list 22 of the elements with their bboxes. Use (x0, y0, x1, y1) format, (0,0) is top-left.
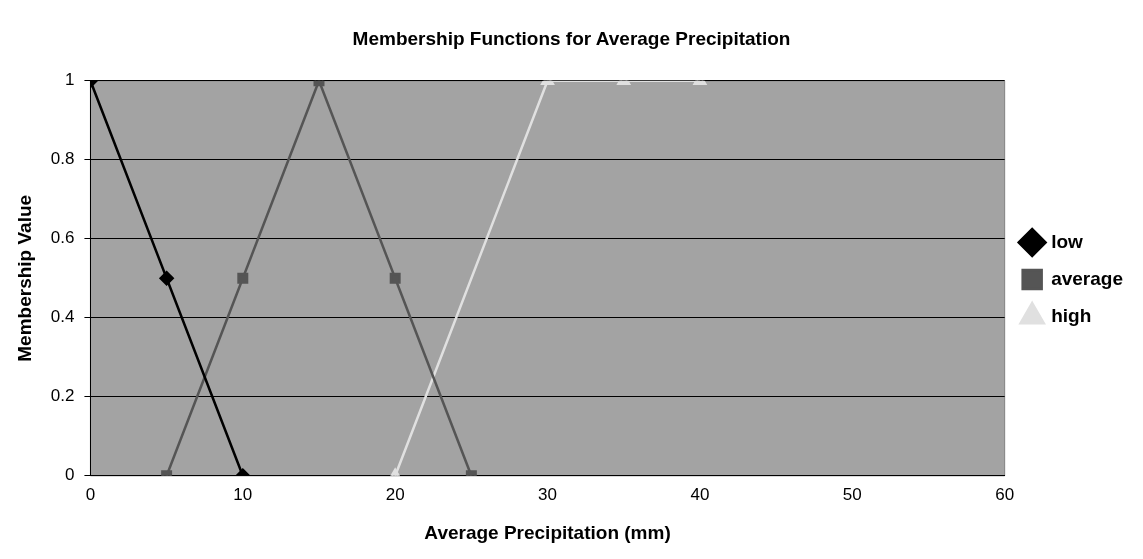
legend-label: high (1051, 304, 1092, 326)
legend-label: average (1051, 267, 1124, 289)
chart-title: Membership Functions for Average Precipitation (352, 27, 791, 49)
y-axis-title: Membership Value (13, 194, 35, 362)
x-axis-title: Average Precipitation (mm) (424, 521, 671, 543)
x-tick-label: 10 (233, 484, 253, 504)
x-tick-label: 50 (842, 484, 862, 504)
y-tick-label: 0.8 (50, 149, 75, 169)
x-tick-label: 40 (690, 484, 710, 504)
point (159, 271, 174, 286)
y-tick-label: 0.6 (50, 228, 75, 248)
x-tick-label: 30 (538, 484, 558, 504)
y-tick-label: 0 (64, 465, 75, 485)
x-tick-label: 20 (385, 484, 405, 504)
y-tick-label: 0.2 (50, 386, 75, 406)
y-tick-label: 0.4 (50, 307, 75, 327)
x-tick-label: 0 (85, 484, 96, 504)
legend-label: low (1051, 230, 1084, 252)
point (237, 272, 249, 284)
y-tick-label: 1 (64, 70, 75, 90)
point (389, 272, 401, 284)
x-tick-label: 60 (995, 484, 1015, 504)
